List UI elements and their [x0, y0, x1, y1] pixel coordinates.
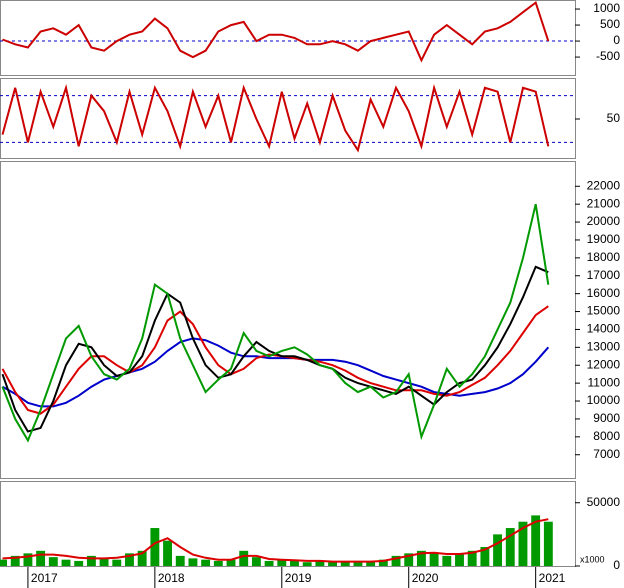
y-tick-label: 18000: [587, 250, 621, 264]
x-tick-label: 2021: [539, 571, 566, 585]
volume-bar: [150, 528, 160, 566]
volume-bar: [10, 555, 20, 566]
y-tick-label: 19000: [587, 232, 621, 246]
volume-bar: [505, 528, 515, 566]
y-tick-label: 9000: [593, 411, 620, 425]
series-line: [1, 305, 549, 415]
volume-bar: [99, 558, 109, 566]
volume-bar: [480, 547, 490, 566]
volume-bar: [340, 562, 350, 566]
volume-bar: [264, 560, 274, 566]
volume-bar: [378, 559, 388, 566]
series-line: [1, 203, 550, 443]
series-line: [2, 337, 550, 408]
volume-bar: [531, 515, 541, 566]
y-tick-label: 0: [613, 33, 620, 47]
volume-bar: [48, 557, 58, 566]
volume-bar: [112, 559, 122, 566]
volume-bar: [404, 553, 414, 566]
panel-frame: [0, 481, 576, 567]
volume-bar: [467, 550, 477, 566]
x-tick-label: 2020: [412, 571, 439, 585]
y-tick-label: 20000: [587, 214, 621, 228]
y-tick-label: 500: [600, 17, 620, 31]
volume-bar: [277, 559, 287, 566]
volume-bar: [137, 550, 147, 566]
volume-bar: [328, 562, 338, 566]
volume-bar: [188, 558, 198, 566]
volume-bar: [353, 560, 363, 566]
y-tick-label: 11000: [588, 375, 621, 389]
volume-bar: [175, 555, 185, 566]
y-tick-label: 15000: [587, 304, 621, 318]
volume-bar: [36, 550, 46, 566]
x-tick-label: 2018: [158, 571, 185, 585]
series-line: [1, 83, 550, 153]
y-tick-label: 14000: [587, 322, 621, 336]
volume-bar: [23, 553, 33, 566]
y-tick-label: 21000: [587, 196, 621, 210]
volume-bar: [442, 555, 452, 566]
volume-bar: [416, 550, 426, 566]
y-tick-label: 13000: [587, 340, 621, 354]
volume-bar: [239, 550, 249, 566]
y-tick-label: -500: [596, 49, 620, 63]
y-tick-label: 17000: [587, 268, 621, 282]
volume-bar: [518, 521, 528, 566]
series-line: [2, 518, 549, 563]
volume-bar: [86, 555, 96, 566]
y-tick-label: 0: [613, 558, 620, 572]
volume-bar: [226, 559, 236, 566]
volume-bar: [125, 553, 134, 566]
panel-frame: [0, 0, 576, 76]
panel-frame: [0, 161, 576, 479]
volume-bar: [74, 560, 84, 566]
y-tick-label: 16000: [587, 286, 621, 300]
volume-bar: [251, 557, 261, 566]
y-tick-label: 12000: [587, 357, 621, 371]
y-tick-label: 22000: [587, 178, 621, 192]
unit-label: x1000: [580, 554, 605, 564]
volume-bar: [163, 540, 172, 566]
volume-bar: [543, 521, 553, 566]
y-tick-label: 50: [607, 111, 621, 125]
y-tick-label: 10000: [587, 393, 621, 407]
volume-bar: [366, 562, 376, 566]
x-tick-label: 2019: [285, 571, 312, 585]
x-tick-label: 2017: [31, 571, 58, 585]
volume-bar: [391, 555, 401, 566]
volume-bar: [201, 559, 211, 566]
volume-bar: [61, 559, 71, 566]
volume-bar: [455, 553, 464, 566]
y-tick-label: 8000: [593, 429, 620, 443]
series-line: [2, 0, 550, 63]
volume-bar: [429, 553, 439, 566]
volume-bar: [213, 560, 223, 566]
volume-bar: [0, 559, 7, 566]
y-tick-label: 50000: [587, 495, 621, 509]
volume-bar: [315, 560, 325, 566]
volume-bar: [493, 534, 503, 566]
panel-frame: [0, 78, 576, 159]
y-tick-label: 1000: [593, 1, 620, 15]
y-tick-label: 7000: [593, 447, 620, 461]
volume-bar: [290, 560, 299, 566]
volume-bar: [302, 562, 312, 566]
series-line: [1, 265, 549, 433]
